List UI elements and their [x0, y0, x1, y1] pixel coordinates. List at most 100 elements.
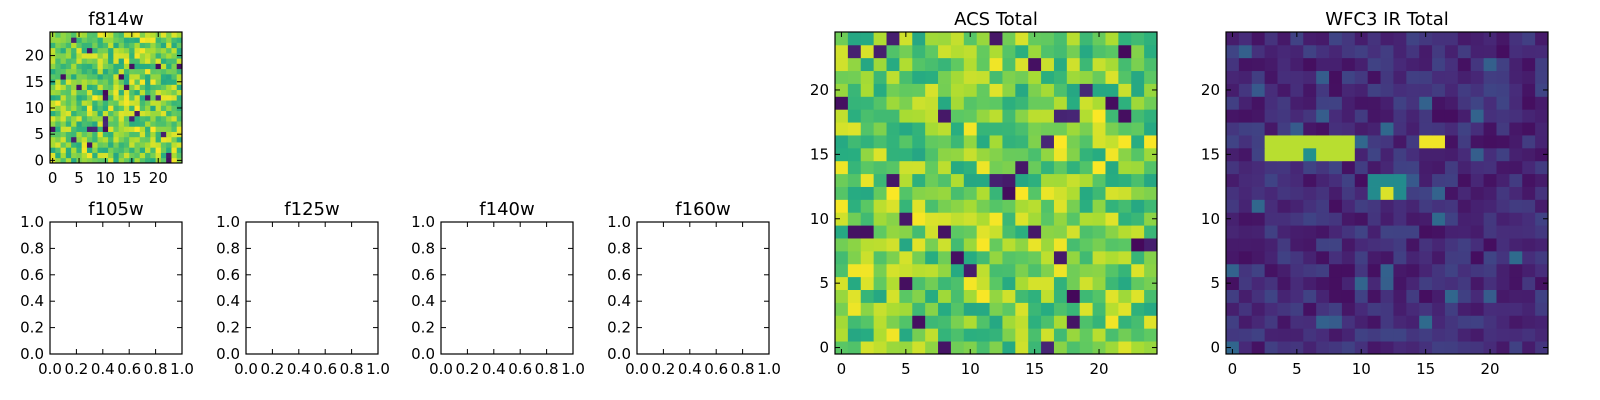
- y-tick-label: 0.6: [20, 266, 44, 284]
- heatmap-cell: [1251, 109, 1266, 123]
- heatmap-cell: [1105, 341, 1119, 355]
- heatmap-cell: [1028, 122, 1042, 136]
- heatmap-cell: [55, 126, 61, 132]
- heatmap-cell: [1367, 96, 1381, 110]
- heatmap-cell: [108, 89, 114, 96]
- heatmap-cell: [1341, 341, 1356, 355]
- heatmap-cell: [1483, 96, 1497, 110]
- heatmap-cell: [1457, 199, 1472, 213]
- heatmap-cell: [1251, 122, 1266, 136]
- heatmap-cell: [1041, 44, 1055, 59]
- heatmap-cell: [171, 100, 178, 106]
- heatmap-cell: [950, 186, 965, 200]
- heatmap-cell: [925, 238, 939, 252]
- heatmap-cell: [989, 289, 1003, 303]
- heatmap-cell: [1535, 263, 1549, 278]
- heatmap-cell: [989, 276, 1003, 290]
- heatmap-cell: [1483, 341, 1497, 355]
- heatmap-cell: [1354, 302, 1369, 316]
- heatmap-cell: [950, 109, 965, 123]
- heatmap-cell: [1264, 96, 1278, 110]
- heatmap-cell: [1144, 328, 1158, 342]
- heatmap-cell: [1131, 109, 1145, 123]
- heatmap-cell: [108, 147, 114, 153]
- heatmap-cell: [1470, 160, 1484, 175]
- heatmap-cell: [1341, 328, 1356, 342]
- heatmap-cell: [1329, 83, 1343, 97]
- heatmap-cell: [1028, 57, 1042, 72]
- heatmap-cell: [1380, 57, 1394, 72]
- heatmap-cell: [71, 68, 77, 75]
- heatmap-cell: [1238, 289, 1253, 303]
- heatmap-cell: [123, 58, 130, 64]
- heatmap-cell: [1028, 173, 1042, 187]
- heatmap-cell: [1015, 250, 1029, 265]
- heatmap-cell: [1432, 212, 1446, 226]
- heatmap-cell: [1470, 328, 1484, 342]
- panel-title: f160w: [675, 199, 730, 220]
- heatmap-cell: [1341, 83, 1356, 97]
- heatmap-cell: [1251, 302, 1266, 316]
- heatmap-cell: [118, 105, 125, 111]
- heatmap-cell: [1432, 44, 1446, 59]
- heatmap-cell: [860, 328, 875, 342]
- heatmap-cell: [1341, 160, 1356, 175]
- heatmap-cell: [171, 52, 178, 59]
- heatmap-cell: [118, 157, 125, 164]
- heatmap-cell: [1470, 109, 1484, 123]
- heatmap-cell: [1118, 160, 1132, 175]
- heatmap-cell: [108, 94, 114, 101]
- heatmap-cell: [1406, 276, 1420, 290]
- heatmap-cell: [155, 79, 162, 85]
- heatmap-cell: [1470, 57, 1484, 72]
- heatmap-cell: [873, 289, 887, 303]
- heatmap-cell: [1393, 44, 1407, 59]
- heatmap-cell: [50, 110, 56, 117]
- heatmap-cell: [129, 126, 135, 132]
- heatmap-cell: [129, 42, 135, 49]
- heatmap-cell: [60, 89, 67, 96]
- heatmap-cell: [97, 37, 104, 43]
- heatmap-cell: [76, 37, 83, 43]
- heatmap-cell: [176, 68, 183, 75]
- heatmap-cell: [113, 157, 120, 164]
- heatmap-cell: [65, 115, 72, 122]
- heatmap-cell: [1522, 263, 1536, 278]
- heatmap-cell: [155, 100, 162, 106]
- heatmap-cell: [1393, 32, 1407, 46]
- heatmap-cell: [145, 126, 151, 132]
- heatmap-cell: [145, 136, 151, 143]
- heatmap-cell: [171, 136, 178, 143]
- heatmap-cell: [55, 152, 61, 159]
- heatmap-cell: [1264, 328, 1278, 342]
- heatmap-cell: [1131, 186, 1145, 200]
- heatmap-cell: [150, 52, 156, 59]
- heatmap-cell: [873, 70, 887, 84]
- heatmap-cell: [1226, 341, 1240, 355]
- heatmap-cell: [1483, 122, 1497, 136]
- heatmap-cell: [925, 147, 939, 162]
- heatmap-cell: [847, 186, 862, 200]
- heatmap-cell: [123, 147, 130, 153]
- heatmap-cell: [1419, 276, 1433, 290]
- heatmap-cell: [134, 105, 141, 111]
- heatmap-cell: [1226, 276, 1240, 290]
- y-tick-label: 15: [1201, 145, 1220, 163]
- heatmap-cell: [963, 315, 978, 329]
- heatmap-cell: [134, 157, 141, 164]
- heatmap-cell: [1470, 83, 1484, 97]
- heatmap-cell: [166, 37, 172, 43]
- heatmap-cell: [76, 152, 83, 159]
- heatmap-cell: [102, 131, 109, 138]
- heatmap-cell: [1066, 135, 1081, 149]
- heatmap-cell: [1251, 263, 1266, 278]
- heatmap-cell: [65, 52, 72, 59]
- heatmap-cell: [86, 58, 93, 64]
- heatmap-cell: [1264, 225, 1278, 239]
- heatmap-cell: [55, 131, 61, 138]
- heatmap-cell: [963, 173, 978, 187]
- heatmap-cell: [1380, 225, 1394, 239]
- heatmap-cell: [1015, 186, 1029, 200]
